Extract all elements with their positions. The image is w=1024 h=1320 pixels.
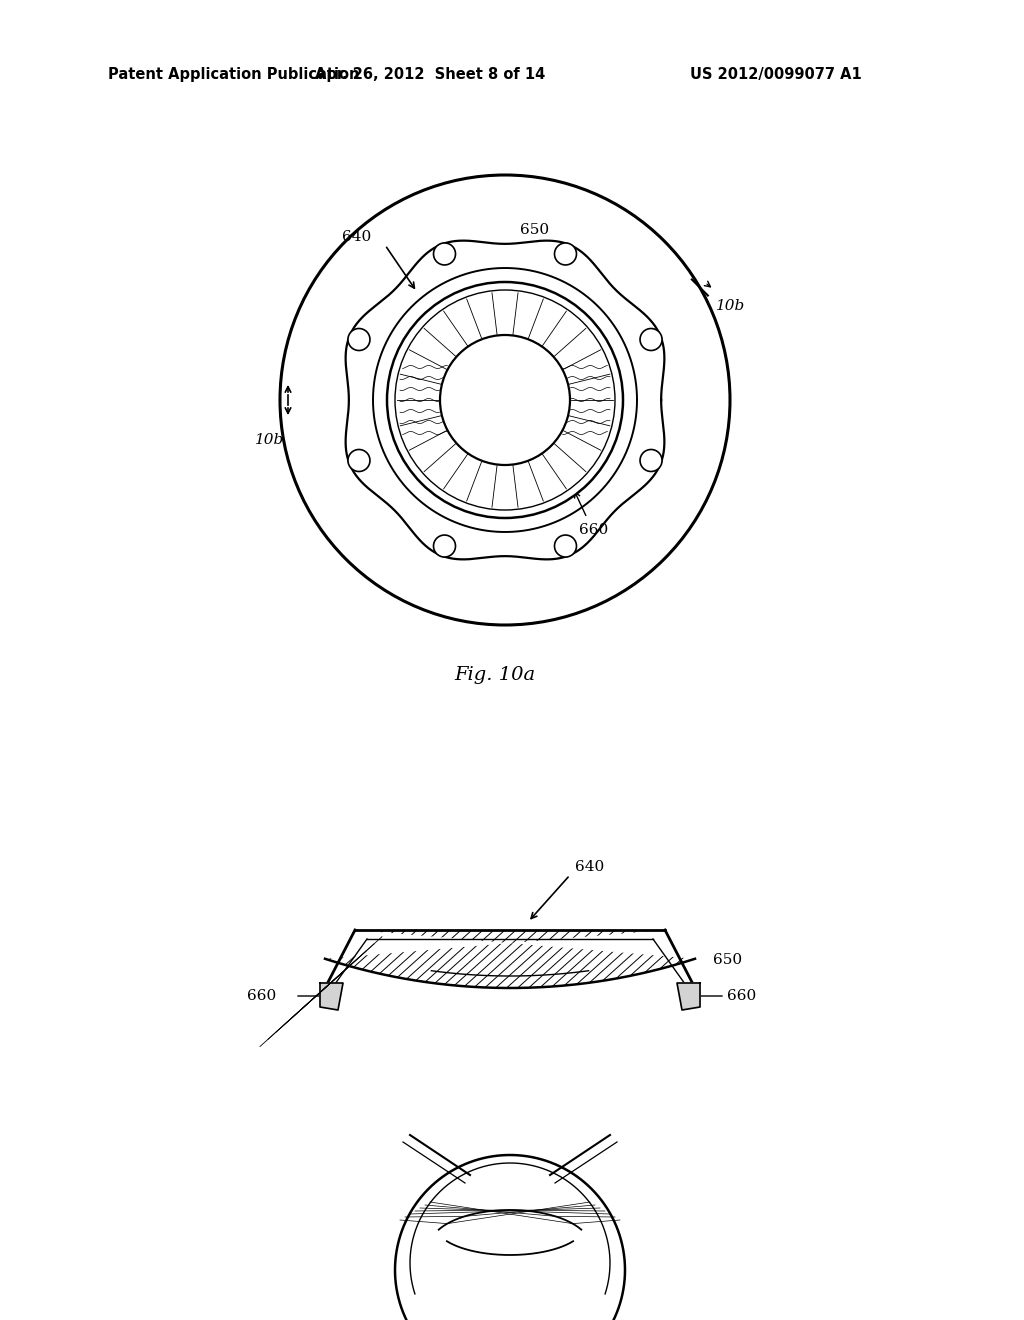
Text: 660: 660 bbox=[727, 989, 757, 1003]
Polygon shape bbox=[325, 931, 695, 987]
Circle shape bbox=[440, 335, 570, 465]
Text: Fig. 10a: Fig. 10a bbox=[455, 667, 536, 684]
Circle shape bbox=[554, 535, 577, 557]
Circle shape bbox=[554, 243, 577, 265]
Circle shape bbox=[387, 282, 623, 517]
Circle shape bbox=[433, 243, 456, 265]
Circle shape bbox=[348, 450, 370, 471]
Text: Patent Application Publication: Patent Application Publication bbox=[108, 67, 359, 82]
Circle shape bbox=[640, 329, 663, 351]
Text: 650: 650 bbox=[713, 953, 742, 968]
Polygon shape bbox=[346, 240, 665, 560]
Text: 650: 650 bbox=[520, 223, 549, 238]
Text: 660: 660 bbox=[579, 523, 608, 537]
Circle shape bbox=[280, 176, 730, 624]
Text: 660: 660 bbox=[247, 989, 276, 1003]
Text: US 2012/0099077 A1: US 2012/0099077 A1 bbox=[690, 67, 862, 82]
Polygon shape bbox=[319, 983, 343, 1010]
Text: 640: 640 bbox=[342, 230, 372, 244]
Text: 640: 640 bbox=[575, 861, 604, 874]
Text: 10b: 10b bbox=[255, 433, 285, 447]
Text: 10b: 10b bbox=[716, 298, 745, 313]
Text: Apr. 26, 2012  Sheet 8 of 14: Apr. 26, 2012 Sheet 8 of 14 bbox=[314, 67, 545, 82]
Circle shape bbox=[640, 450, 663, 471]
Circle shape bbox=[433, 535, 456, 557]
Polygon shape bbox=[677, 983, 700, 1010]
Circle shape bbox=[348, 329, 370, 351]
